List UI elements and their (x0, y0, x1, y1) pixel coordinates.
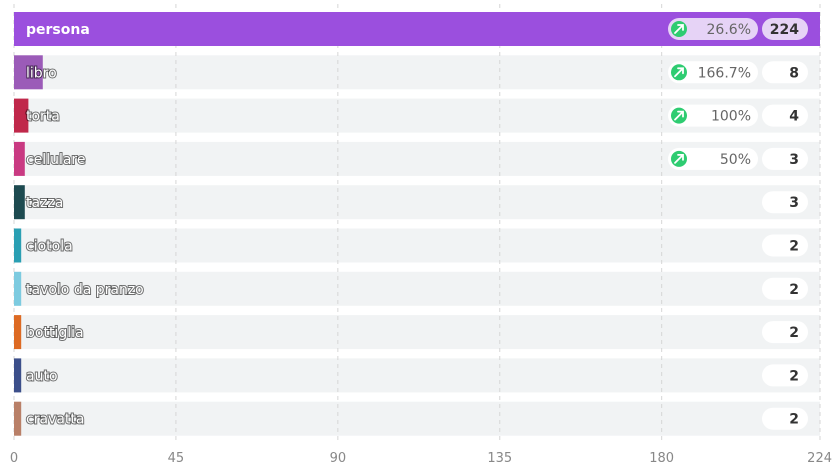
bar-value: 2 (789, 412, 799, 428)
change-percent: 100% (711, 109, 751, 125)
change-badge (668, 104, 758, 127)
value-pill (762, 104, 808, 127)
arrow-up-right-icon (674, 67, 684, 78)
value-pill (762, 147, 808, 170)
bar-value: 4 (789, 109, 799, 125)
change-badge (668, 18, 758, 40)
bar[interactable] (14, 141, 25, 176)
bar[interactable] (14, 358, 22, 393)
bar[interactable] (14, 98, 29, 133)
change-percent: 166.7% (698, 65, 751, 81)
category-label: cellulare (26, 152, 86, 168)
row-background (14, 358, 820, 393)
row-background (14, 271, 820, 306)
change-percent: 50% (720, 152, 751, 168)
change-badge (668, 61, 758, 84)
category-label: torta (26, 109, 60, 125)
value-pill (762, 321, 808, 344)
category-label: cravatta (26, 412, 84, 428)
value-pill (762, 191, 808, 214)
x-tick-label: 224 (807, 451, 832, 465)
bar[interactable] (14, 315, 22, 350)
row-background (14, 315, 820, 350)
change-badge (668, 147, 758, 170)
bar[interactable] (14, 401, 22, 436)
bar[interactable] (14, 271, 22, 306)
bar-value: 2 (789, 368, 799, 384)
row-background (14, 185, 820, 220)
arrow-up-right-icon (674, 110, 684, 121)
value-pill (762, 61, 808, 84)
value-pill (762, 277, 808, 300)
bar-value: 3 (789, 195, 799, 211)
category-label: libro (26, 65, 57, 81)
bar-value: 2 (789, 282, 799, 298)
bar[interactable] (14, 55, 43, 90)
bar[interactable] (14, 185, 25, 220)
bar-value: 2 (789, 239, 799, 255)
category-label: auto (26, 368, 58, 384)
row-background (14, 228, 820, 263)
value-pill (762, 234, 808, 257)
change-percent: 26.6% (707, 22, 751, 38)
x-tick-label: 0 (10, 451, 18, 465)
arrow-up-right-icon (674, 24, 684, 34)
category-label: persona (26, 22, 90, 38)
x-tick-label: 180 (649, 451, 674, 465)
category-label: bottiglia (26, 325, 84, 341)
x-tick-label: 90 (330, 451, 347, 465)
x-tick-label: 45 (168, 451, 185, 465)
category-label: ciotola (26, 239, 73, 255)
bar-value: 224 (770, 22, 799, 38)
category-label: tavolo da pranzo (26, 282, 144, 298)
value-pill (762, 407, 808, 430)
category-label: tazza (26, 195, 63, 211)
bar-value: 2 (789, 325, 799, 341)
bar[interactable] (14, 228, 22, 263)
value-pill (762, 364, 808, 387)
bar-value: 8 (789, 65, 799, 81)
arrow-up-right-icon (674, 154, 684, 164)
row-background (14, 401, 820, 436)
value-pill (762, 18, 808, 40)
bar-value: 3 (789, 152, 799, 168)
x-tick-label: 135 (487, 451, 512, 465)
